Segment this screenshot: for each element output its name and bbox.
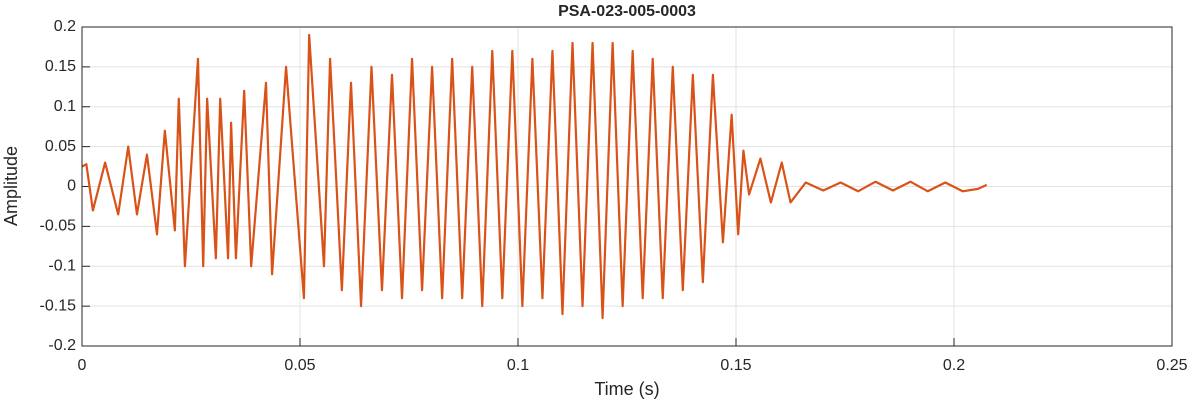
y-tick-label: -0.05 [40,218,77,235]
x-tick-label: 0 [78,357,87,374]
y-tick-label: 0.05 [45,138,76,155]
y-tick-label: 0.2 [54,18,76,35]
y-tick-label: -0.15 [40,297,77,314]
x-tick-label: 0.05 [284,357,315,374]
y-tick-label: 0 [67,178,76,195]
plot-frame [81,26,1173,347]
x-tick-label: 0.25 [1156,357,1187,374]
y-tick-label: 0.1 [54,98,76,115]
x-tick-label: 0.1 [507,357,529,374]
y-tick-label: -0.1 [48,257,76,274]
x-tick-label: 0.2 [943,357,965,374]
chart-title: PSA-023-005-0003 [558,3,696,20]
x-tick-label: 0.15 [720,357,751,374]
y-tick-label: -0.2 [48,337,76,354]
x-axis-label: Time (s) [594,379,659,399]
series-line [81,33,988,320]
y-tick-label: 0.15 [45,58,76,75]
y-axis-label: Amplitude [1,146,21,226]
